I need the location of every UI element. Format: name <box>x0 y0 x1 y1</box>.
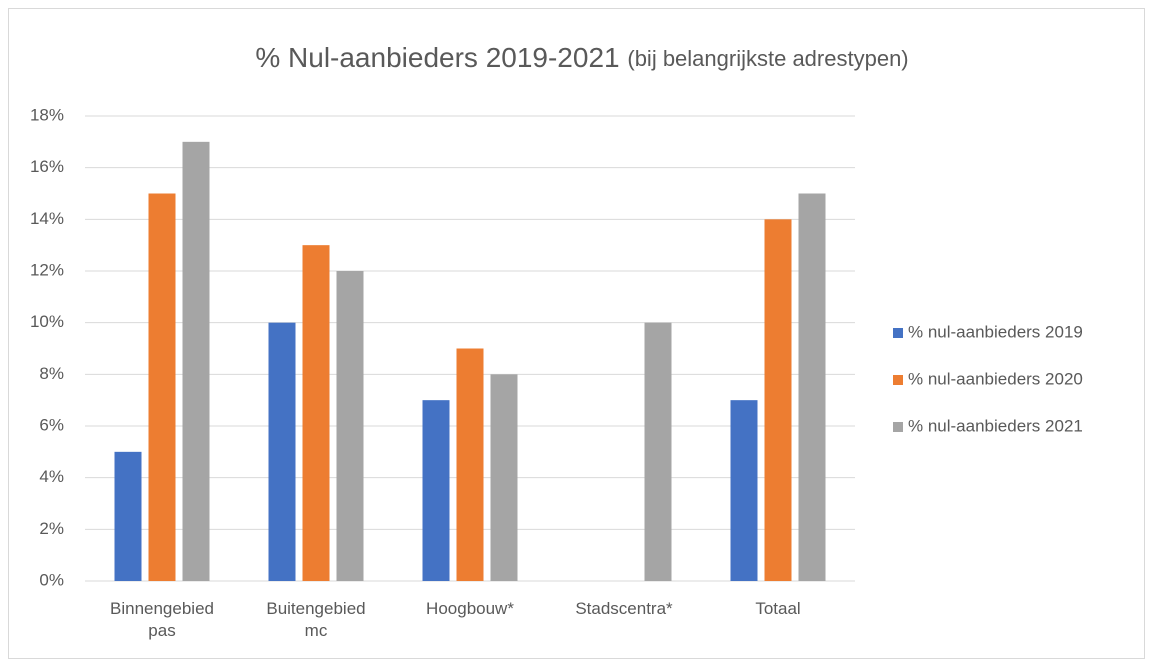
title-note: (bij belangrijkste adrestypen) <box>627 46 908 71</box>
x-tick-label: Stadscentra* <box>575 599 673 618</box>
bar <box>422 400 450 581</box>
x-tick-label: Buitengebied mc <box>266 599 366 640</box>
y-tick-label: 12% <box>30 260 64 279</box>
bar <box>148 193 176 581</box>
x-tick-label: Totaal <box>755 599 801 618</box>
legend-label: % nul-aanbieders 2021 <box>908 416 1083 435</box>
bar <box>114 451 142 581</box>
y-tick-label: 18% <box>30 105 64 124</box>
bar <box>764 219 792 582</box>
legend-label: % nul-aanbieders 2020 <box>908 369 1083 388</box>
bar <box>302 245 330 581</box>
legend-swatch <box>893 328 903 338</box>
bar <box>268 322 296 581</box>
y-tick-label: 8% <box>39 364 64 383</box>
bar <box>182 141 210 582</box>
bar <box>456 348 484 581</box>
legend-swatch <box>893 375 903 385</box>
legend-label: % nul-aanbieders 2019 <box>908 322 1083 341</box>
y-tick-label: 6% <box>39 415 64 434</box>
bar <box>490 374 518 581</box>
y-tick-label: 16% <box>30 157 64 176</box>
y-tick-label: 2% <box>39 519 64 538</box>
y-tick-label: 0% <box>39 570 64 589</box>
x-tick-label: Binnengebied pas <box>110 599 214 640</box>
x-tick-label: Hoogbouw* <box>426 599 514 618</box>
bar <box>798 193 826 581</box>
chart-title: % Nul-aanbieders 2019-2021 (bij belangri… <box>255 42 908 73</box>
bar <box>644 322 672 581</box>
title-main: % Nul-aanbieders 2019-2021 <box>255 42 619 73</box>
y-tick-label: 10% <box>30 312 64 331</box>
y-tick-label: 14% <box>30 209 64 228</box>
bar <box>730 400 758 581</box>
legend-swatch <box>893 422 903 432</box>
y-tick-label: 4% <box>39 467 64 486</box>
bar <box>336 271 364 581</box>
